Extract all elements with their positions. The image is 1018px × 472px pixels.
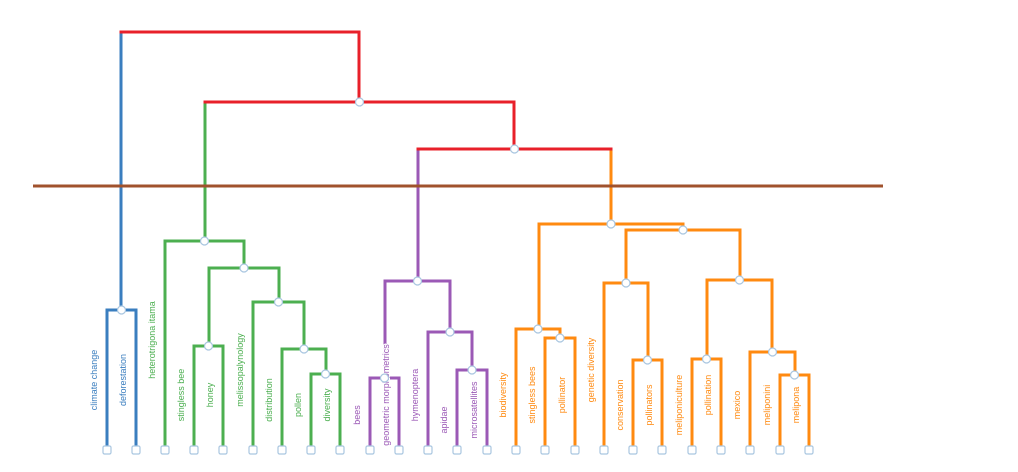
leaf-node-icon[interactable] — [160, 445, 170, 455]
leaf-label: apidae — [439, 406, 449, 433]
leaf-node-icon[interactable] — [423, 445, 433, 455]
leaf-label: biodiversity — [498, 372, 508, 418]
merge-node-icon[interactable] — [299, 344, 309, 354]
leaf-label: meliponiculture — [674, 375, 684, 436]
leaf-node-icon[interactable] — [248, 445, 258, 455]
leaf-label: meliponini — [762, 385, 772, 426]
leaf-label: distribution — [264, 378, 274, 422]
merge-node-icon[interactable] — [533, 324, 543, 334]
leaf-node-icon[interactable] — [482, 445, 492, 455]
leaf-node-icon[interactable] — [189, 445, 199, 455]
leaf-label: melipona — [791, 387, 801, 424]
leaf-label: conservation — [615, 379, 625, 430]
merge-node-icon[interactable] — [239, 263, 249, 273]
leaf-node-icon[interactable] — [540, 445, 550, 455]
leaf-node-icon[interactable] — [716, 445, 726, 455]
merge-node-icon[interactable] — [734, 275, 745, 285]
merge-node-icon[interactable] — [789, 370, 800, 380]
merge-nodes — [116, 97, 800, 383]
leaf-label: pollination — [703, 375, 713, 416]
leaf-label: pollinators — [644, 384, 654, 426]
leaf-node-icon[interactable] — [687, 445, 697, 455]
leaf-node-icon[interactable] — [394, 445, 404, 455]
leaf-label: genetic diversity — [586, 337, 596, 402]
leaf-node-icon[interactable] — [745, 445, 755, 455]
leaf-node-icon[interactable] — [628, 445, 638, 455]
leaf-node-icon[interactable] — [306, 445, 316, 455]
leaf-node-icon[interactable] — [365, 445, 375, 455]
leaf-node-icon[interactable] — [657, 445, 667, 455]
leaf-label: pollen — [293, 393, 303, 417]
merge-node-icon[interactable] — [467, 365, 477, 375]
merge-node-icon[interactable] — [379, 373, 390, 383]
leaf-node-icon[interactable] — [511, 445, 521, 455]
leaf-label: deforestation — [118, 354, 128, 406]
leaf-label: microsatellites — [469, 381, 479, 439]
leaf-label: climate change — [89, 350, 99, 411]
leaf-markers — [102, 445, 814, 455]
leaf-node-icon[interactable] — [102, 445, 112, 455]
merge-node-icon[interactable] — [678, 225, 688, 235]
merge-node-icon[interactable] — [621, 278, 631, 288]
leaf-node-icon[interactable] — [277, 445, 287, 455]
merge-node-icon[interactable] — [555, 333, 565, 343]
merge-node-icon[interactable] — [273, 297, 284, 307]
leaf-label: bees — [352, 405, 362, 425]
merge-node-icon[interactable] — [642, 355, 653, 365]
merge-node-icon[interactable] — [116, 305, 127, 315]
leaf-node-icon[interactable] — [775, 445, 785, 455]
merge-node-icon[interactable] — [606, 219, 616, 229]
leaf-label: mexico — [732, 391, 742, 420]
merge-node-icon[interactable] — [203, 341, 214, 351]
leaf-node-icon[interactable] — [335, 445, 345, 455]
leaf-node-icon[interactable] — [218, 445, 228, 455]
merge-node-icon[interactable] — [320, 369, 331, 379]
merge-node-icon[interactable] — [509, 144, 520, 154]
leaf-label: geometric morphometrics — [381, 344, 391, 446]
leaf-node-icon[interactable] — [599, 445, 609, 455]
merge-node-icon[interactable] — [354, 97, 365, 107]
leaf-label: honey — [205, 382, 215, 407]
merge-node-icon[interactable] — [199, 236, 210, 246]
leaf-label: heterotrigona itama — [147, 301, 157, 379]
merge-node-icon[interactable] — [412, 276, 423, 286]
dendrogram-links — [105, 30, 811, 451]
merge-node-icon[interactable] — [767, 347, 778, 357]
merge-node-icon[interactable] — [701, 354, 712, 364]
leaf-node-icon[interactable] — [570, 445, 580, 455]
leaf-label: stingless bees — [527, 366, 537, 424]
leaf-label: pollinator — [557, 377, 567, 414]
merge-node-icon[interactable] — [445, 327, 455, 337]
leaf-label: melissopalynology — [235, 333, 245, 407]
leaf-node-icon[interactable] — [452, 445, 462, 455]
leaf-labels: climate change deforestation heterotrigona… — [88, 300, 802, 447]
leaf-node-icon[interactable] — [131, 445, 141, 455]
leaf-label: stingless bee — [176, 369, 186, 422]
leaf-label: diversity — [322, 388, 332, 422]
leaf-label: hymenoptera — [410, 369, 420, 422]
leaf-node-icon[interactable] — [804, 445, 814, 455]
